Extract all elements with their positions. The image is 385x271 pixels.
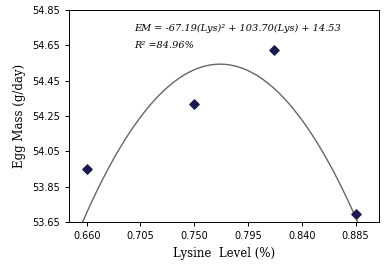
Point bbox=[352, 211, 358, 216]
Text: R² =84.96%: R² =84.96% bbox=[134, 41, 194, 50]
Text: EM = -67.19(Lys)² + 103.70(Lys) + 14.53: EM = -67.19(Lys)² + 103.70(Lys) + 14.53 bbox=[134, 24, 341, 33]
X-axis label: Lysine  Level (%): Lysine Level (%) bbox=[173, 247, 275, 260]
Point bbox=[84, 167, 90, 171]
Point bbox=[191, 101, 197, 106]
Point bbox=[271, 48, 277, 53]
Y-axis label: Egg Mass (g/day): Egg Mass (g/day) bbox=[13, 64, 26, 168]
